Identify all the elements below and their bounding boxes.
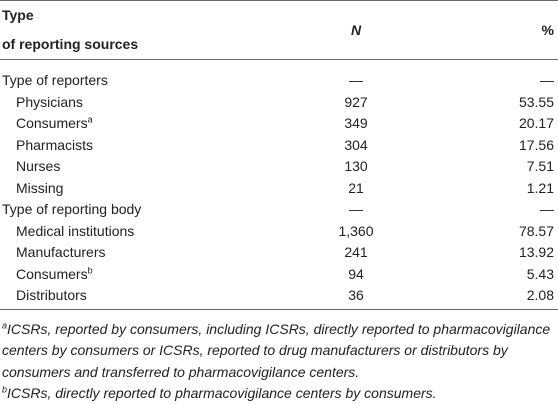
footnote-text: ICSRs, directly reported to pharmacovigi… [7,385,437,401]
cell-n: 349 [344,115,368,131]
footnotes: aICSRs, reported by consumers, including… [0,310,558,404]
cell-n: 36 [348,287,364,303]
data-row: Physicians 927 53.55 [0,92,558,114]
header-source: Type of reporting sources [0,1,296,60]
data-row: Distributors 36 2.08 [0,285,558,309]
footnote-mark: a [87,114,93,125]
cell-n: 927 [344,93,368,110]
row-label-cell: Consumersb [0,264,296,286]
footnote-text: ICSRs, reported by consumers, including … [2,320,551,380]
data-row: Medical institutions 1,360 78.57 [0,221,558,243]
header-n: N [350,21,362,38]
cell-pct: 2.08 [526,287,554,303]
cell-n: — [349,201,363,217]
data-table: Type of reporting sources N % Type of rep… [0,0,558,309]
header-text: of reporting sources [2,36,139,52]
row-label-cell: Manufacturers [0,242,296,264]
section-row: Type of reporting body — — [0,199,558,221]
cell-pct: 7.51 [526,158,554,174]
cell-n: 241 [344,244,368,260]
section-title: Type of reporting body [2,201,142,217]
cell-n: 130 [344,158,368,174]
data-row: Manufacturers 241 13.92 [0,242,558,264]
row-label-cell: Medical institutions [0,221,296,243]
cell-pct: 78.57 [518,222,554,239]
row-label: Consumers [16,265,88,282]
data-row: Consumersa 349 20.17 [0,113,558,135]
cell-n: 94 [348,265,364,282]
data-row: Pharmacists 304 17.56 [0,135,558,157]
data-row: Nurses 130 7.51 [0,156,558,178]
cell-pct: 13.92 [518,244,554,260]
row-label: Consumers [16,115,88,131]
footnote-mark: a [2,319,8,330]
header-pct: % [541,21,554,38]
cell-n: 304 [344,136,368,153]
cell-pct: 17.56 [518,136,554,153]
row-label: Manufacturers [16,244,106,260]
footnote-mark: b [87,264,93,275]
row-label-cell: Consumersa [0,113,296,135]
row-label: Medical institutions [16,222,135,239]
data-row: Missing 21 1.21 [0,178,558,200]
cell-n: — [349,72,363,88]
cell-n: 21 [348,179,364,196]
cell-n: 1,360 [338,222,374,239]
header-text: Type [2,7,34,23]
header-row: Type of reporting sources N % [0,0,558,60]
cell-pct: 53.55 [518,93,554,110]
row-label: Missing [16,179,64,196]
cell-pct: 5.43 [526,265,554,282]
row-label-cell: Missing [0,178,296,200]
row-label-cell: Pharmacists [0,135,296,157]
cell-pct: 20.17 [518,115,554,131]
section-row: Type of reporters — — [0,60,558,92]
cell-pct: 1.21 [526,179,554,196]
row-label-cell: Nurses [0,156,296,178]
cell-pct: — [540,72,554,88]
row-label-cell: Distributors [0,285,296,309]
data-row: Consumersb 94 5.43 [0,264,558,286]
footnote-mark: b [2,384,8,395]
row-label: Physicians [16,93,83,110]
section-title: Type of reporters [2,72,108,88]
cell-pct: — [540,201,554,217]
row-label-cell: Physicians [0,92,296,114]
row-label: Pharmacists [16,136,94,153]
footnote: bICSRs, directly reported to pharmacovig… [2,383,556,404]
row-label: Nurses [16,158,61,174]
footnote: aICSRs, reported by consumers, including… [2,319,556,384]
row-label: Distributors [16,287,87,303]
table-body: Type of reporters — — Physicians 927 53.55 Con… [0,60,558,309]
